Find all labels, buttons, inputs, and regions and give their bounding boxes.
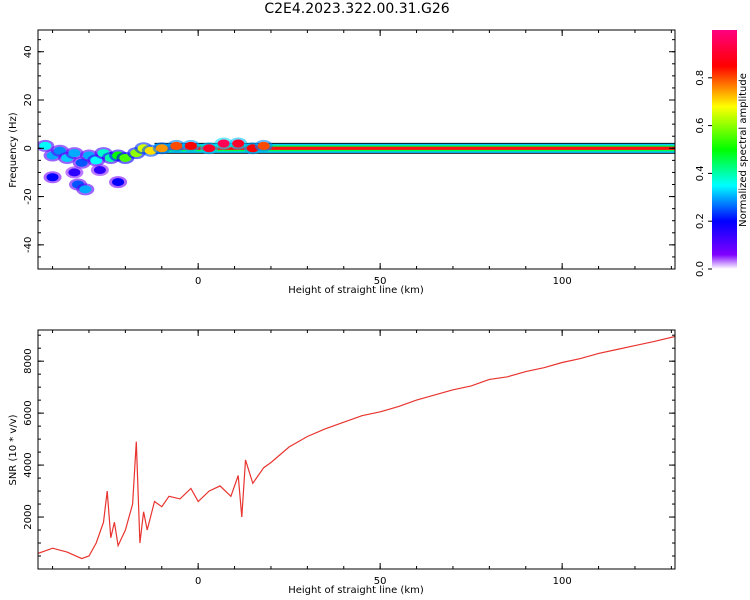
spec-ytick-label: 40 [23,45,34,58]
carrier-band-core [154,146,675,150]
snr-data [38,335,675,560]
spectrogram-y-label: Frequency (Hz) [8,112,19,188]
snr-xtick-label: 100 [553,576,572,587]
spectral-blob [112,178,125,187]
snr-ytick-label: 8000 [23,348,34,373]
snr-ytick-label: 4000 [23,452,34,477]
spec-ytick-label: -40 [23,237,34,253]
spectral-blob [68,168,81,177]
spectrogram-frame [37,29,676,270]
spec-xtick-label: 50 [374,276,387,287]
snr-x-label: Height of straight line (km) [288,585,424,596]
snr-frame [37,329,676,570]
colorbar: 0.0 0.2 0.4 0.6 0.8 Normalized spectral ampl… [695,30,749,277]
snr-y-label: SNR (10 * v/v) [8,414,19,485]
spectral-blob [68,149,81,158]
colorbar-tick-label: 0.0 [695,261,706,277]
spectral-blob [232,139,245,148]
snr-xtick-label: 50 [374,576,387,587]
snr-axes: 0 50 100 2000 4000 6000 8000 [23,330,675,587]
spec-ytick-label: -20 [23,188,34,204]
spectral-blob [184,141,197,150]
spec-ytick-label: 20 [23,94,34,107]
spectral-blob [257,141,270,150]
spectral-blob [217,139,230,148]
spectrogram-axes: 0 50 100 -40 -20 0 20 40 [23,30,675,287]
spectral-blob [93,166,106,175]
spectrogram-x-label: Height of straight line (km) [288,285,424,296]
figure-title: C2E4.2023.322.00.31.G26 [264,1,450,17]
colorbar-label: Normalized spectral amplitude [738,73,749,227]
colorbar-tick-label: 0.6 [695,118,706,134]
spec-xtick-label: 100 [553,276,572,287]
snr-panel: 0 50 100 2000 4000 6000 8000 Height of straigh… [8,329,676,596]
colorbar-tick-label: 0.4 [695,165,706,181]
snr-xtick-label: 0 [195,576,201,587]
spectral-blob [203,144,216,153]
spec-xtick-label: 0 [195,276,201,287]
spectral-blob [170,141,183,150]
spectral-blob [79,185,92,194]
spectral-blob [155,144,168,153]
colorbar-ticks: 0.0 0.2 0.4 0.6 0.8 [695,70,712,277]
colorbar-tick-label: 0.8 [695,70,706,86]
spectrogram-data [38,137,675,196]
colorbar-gradient [712,30,737,269]
colorbar-tick-label: 0.2 [695,213,706,229]
snr-ytick-label: 2000 [23,504,34,529]
spectral-blob [46,173,59,182]
spectrogram-panel: 0 50 100 -40 -20 0 20 40 Height of straight lin… [8,29,676,296]
snr-ytick-label: 6000 [23,400,34,425]
snr-line [38,335,675,560]
spec-ytick-label: 0 [23,145,34,151]
